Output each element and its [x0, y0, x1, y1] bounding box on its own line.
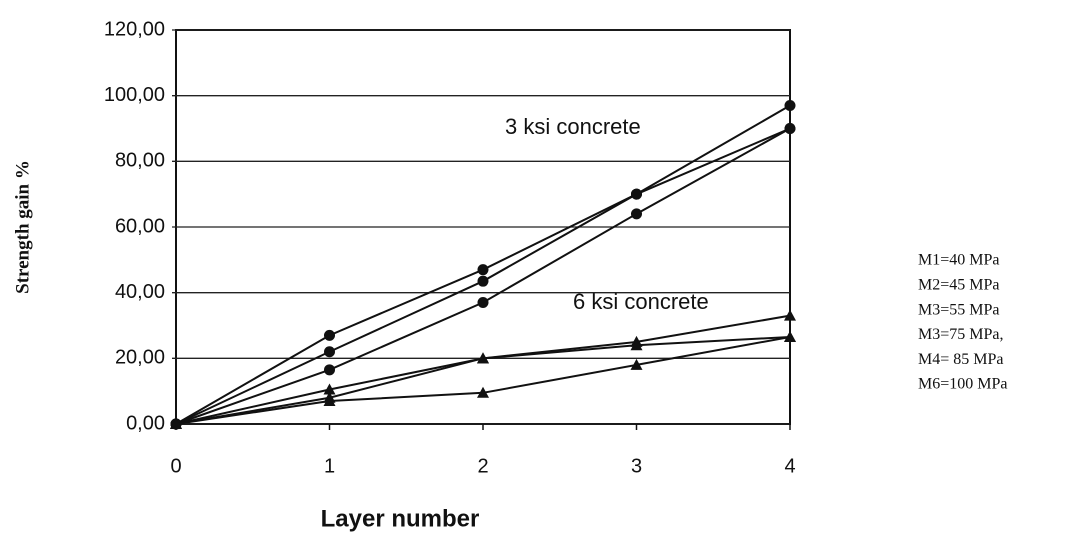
- marker: [324, 364, 335, 376]
- marker: [631, 208, 642, 220]
- marker: [477, 275, 489, 287]
- y-tick-label: 60,00: [115, 215, 165, 237]
- marker: [323, 395, 336, 407]
- note: M4= 85 MPa: [918, 351, 1003, 368]
- y-tick-label: 120,00: [104, 18, 165, 40]
- note: M2=45 MPa: [918, 276, 999, 293]
- note: M1=40 MPa: [918, 252, 999, 269]
- y-tick-label: 20,00: [115, 347, 165, 369]
- y-tick-label: 0,00: [126, 412, 165, 434]
- note: M3=75 MPa,: [918, 326, 1003, 343]
- marker: [477, 352, 489, 364]
- marker: [630, 358, 643, 370]
- annotation: 3 ksi concrete: [505, 114, 641, 139]
- marker: [324, 346, 335, 358]
- marker: [477, 297, 489, 309]
- marker: [631, 188, 642, 200]
- marker: [784, 309, 796, 321]
- note: M6=100 MPa: [918, 376, 1007, 393]
- note: M3=55 MPa: [918, 301, 999, 318]
- marker: [323, 383, 336, 395]
- marker: [324, 329, 335, 341]
- y-tick-label: 40,00: [115, 281, 165, 303]
- marker: [784, 330, 796, 342]
- x-tick-label: 3: [631, 455, 642, 477]
- marker: [477, 386, 489, 398]
- y-axis-label: Strength gain %: [12, 160, 33, 294]
- x-axis-label: Layer number: [321, 505, 480, 532]
- y-tick-label: 80,00: [115, 150, 165, 172]
- x-tick-label: 1: [324, 455, 335, 477]
- marker: [784, 123, 796, 134]
- x-tick-label: 0: [170, 455, 181, 477]
- x-tick-label: 2: [477, 455, 488, 477]
- marker: [630, 339, 643, 351]
- x-tick-label: 4: [784, 455, 795, 477]
- marker: [477, 264, 489, 276]
- y-tick-label: 100,00: [104, 84, 165, 106]
- marker: [170, 418, 182, 429]
- marker: [784, 100, 796, 112]
